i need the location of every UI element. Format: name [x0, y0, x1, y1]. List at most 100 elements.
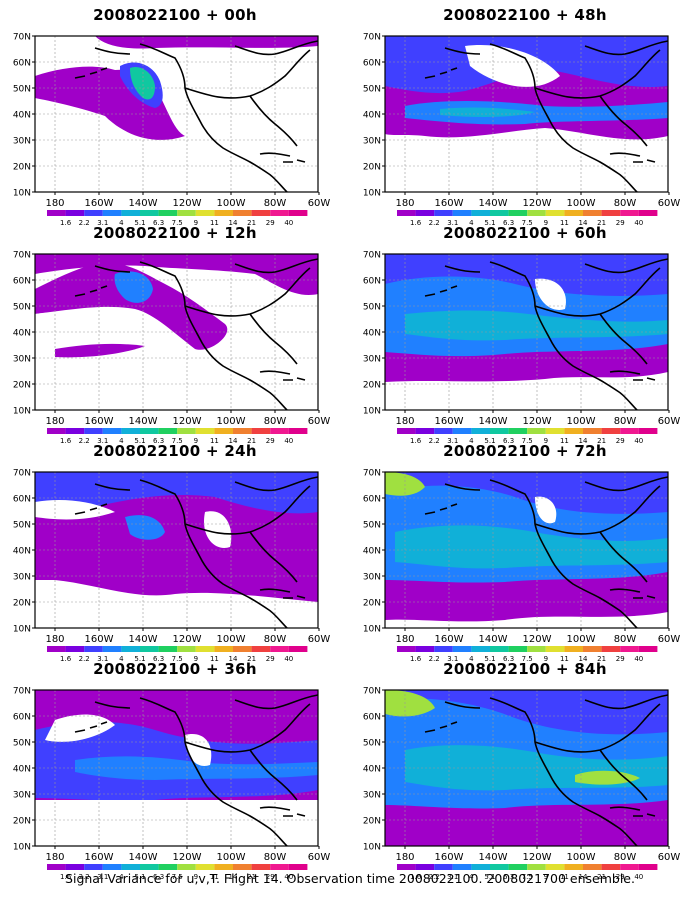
lat-tick-label: 70N — [13, 251, 31, 261]
map-plot: 70N 60N 50N 40N 30N 20N 10N 180 160W 140W 120W 100W… — [363, 33, 681, 228]
colorbar-label: 2.2 — [429, 437, 440, 445]
lon-tick-label: 60W — [308, 198, 331, 209]
lat-tick-label: 20N — [13, 381, 31, 391]
lat-tick-label: 10N — [13, 843, 31, 853]
lat-tick-label: 30N — [363, 791, 381, 801]
colorbar-swatch — [564, 646, 583, 652]
panel-title: 2008022100 + 72h — [443, 442, 607, 460]
lat-tick-label: 40N — [363, 111, 381, 121]
colorbar-label: 4 — [119, 655, 124, 663]
lat-tick-label: 10N — [13, 407, 31, 417]
colorbar-swatch — [84, 428, 103, 434]
grid-lines — [35, 690, 318, 846]
lon-tick-label: 80W — [614, 198, 637, 209]
lon-tick-label: 120W — [173, 634, 202, 645]
lat-tick-label: 40N — [13, 547, 31, 557]
colorbar-swatch — [270, 210, 289, 216]
colorbar-label: 29 — [266, 437, 275, 445]
colorbar-swatch — [177, 210, 196, 216]
colorbar-label: 40 — [634, 873, 643, 881]
colorbar-label: 40 — [284, 655, 293, 663]
colorbar-swatch — [545, 428, 565, 434]
colorbar-label: 4 — [119, 437, 124, 445]
colorbar-label: 14 — [579, 219, 588, 227]
colorbar-label: 5.1 — [134, 219, 145, 227]
lat-tick-label: 70N — [363, 687, 381, 697]
lon-tick-label: 100W — [567, 852, 596, 863]
colorbar-swatch — [583, 210, 602, 216]
colorbar-swatch — [195, 210, 215, 216]
colorbar-label: 1.6 — [60, 873, 72, 881]
lat-tick-label: 10N — [363, 843, 381, 853]
colorbar-label: 11 — [210, 437, 219, 445]
lon-tick-label: 160W — [85, 416, 114, 427]
colorbar-swatch — [434, 864, 453, 870]
colorbar-label: 1.6 — [60, 219, 72, 227]
lat-tick-label: 70N — [363, 251, 381, 261]
colorbar-label: 1.6 — [410, 219, 422, 227]
colorbar-swatch — [638, 646, 658, 652]
coastline — [74, 258, 318, 410]
colorbar-label: 29 — [266, 655, 275, 663]
colorbar-swatch — [638, 428, 658, 434]
colorbar-label: 29 — [266, 219, 275, 227]
colorbar-swatch — [471, 210, 490, 216]
map-plot: 70N 60N 50N 40N 30N 20N 10N 180 160W 140W 120W 100W… — [13, 469, 331, 664]
colorbar-label: 21 — [247, 655, 256, 663]
lat-tick-label: 20N — [363, 599, 381, 609]
map-panel-12h: 2008022100 + 12h 70N 60N 50N 40N 30N 20N 10N 180… — [0, 224, 340, 445]
lat-tick-label: 20N — [13, 163, 31, 173]
colorbar-swatch — [251, 428, 271, 434]
colorbar-swatch — [158, 646, 178, 652]
colorbar-swatch — [490, 428, 509, 434]
lon-tick-label: 180 — [45, 634, 64, 645]
coastline — [424, 40, 668, 192]
colorbar-label: 5.1 — [134, 655, 145, 663]
colorbar-label: 21 — [597, 437, 606, 445]
colorbar-swatch — [140, 428, 159, 434]
colorbar-label: 40 — [284, 873, 293, 881]
lat-tick-label: 10N — [363, 407, 381, 417]
lat-tick-label: 30N — [363, 573, 381, 583]
lon-tick-label: 140W — [479, 416, 508, 427]
colorbar-swatch — [452, 210, 472, 216]
map-plot: 70N 60N 50N 40N 30N 20N 10N 180 160W 140W 120W 100W… — [13, 687, 331, 882]
lat-tick-label: 70N — [363, 469, 381, 479]
colorbar-label: 11 — [560, 655, 569, 663]
map-plot: 70N 60N 50N 40N 30N 20N 10N 180 160W 140W 120W 100W… — [13, 251, 331, 446]
colorbar-label: 11 — [560, 873, 569, 881]
lon-tick-label: 160W — [435, 416, 464, 427]
colorbar-label: 3.1 — [447, 437, 458, 445]
colorbar-swatch — [233, 864, 252, 870]
colorbar-label: 29 — [616, 437, 625, 445]
colorbar-label: 40 — [284, 437, 293, 445]
colorbar-label: 29 — [616, 219, 625, 227]
lon-tick-label: 180 — [395, 852, 414, 863]
colorbar-label: 1.6 — [410, 873, 422, 881]
lon-tick-label: 160W — [85, 852, 114, 863]
colorbar-swatch — [214, 210, 233, 216]
coastline — [74, 694, 318, 846]
lon-tick-label: 140W — [129, 416, 158, 427]
lat-tick-label: 50N — [363, 739, 381, 749]
lon-tick-label: 120W — [523, 634, 552, 645]
colorbar-swatch — [65, 646, 85, 652]
map-panel-24h: 2008022100 + 24h 70N 60N 50N 40N 30N 20N 10N 180… — [0, 442, 340, 663]
lon-tick-label: 100W — [567, 198, 596, 209]
colorbar-label: 21 — [597, 655, 606, 663]
colorbar-swatch — [452, 864, 472, 870]
lat-tick-label: 50N — [13, 303, 31, 313]
lon-tick-label: 80W — [264, 416, 287, 427]
colorbar-label: 40 — [634, 655, 643, 663]
colorbar-label: 2.2 — [79, 873, 90, 881]
colorbar-swatch — [233, 428, 252, 434]
colorbar-swatch — [158, 210, 178, 216]
colorbar-swatch — [121, 646, 140, 652]
colorbar-swatch — [564, 210, 583, 216]
colorbar-label: 14 — [579, 655, 588, 663]
colorbar-label: 7.5 — [522, 873, 533, 881]
map-panel-84h: 2008022100 + 84h 70N 60N 50N 40N 30N 20N 10N 180… — [350, 660, 690, 881]
colorbar-label: 40 — [634, 437, 643, 445]
colorbar-swatch — [397, 646, 416, 652]
colorbar-swatch — [508, 646, 528, 652]
